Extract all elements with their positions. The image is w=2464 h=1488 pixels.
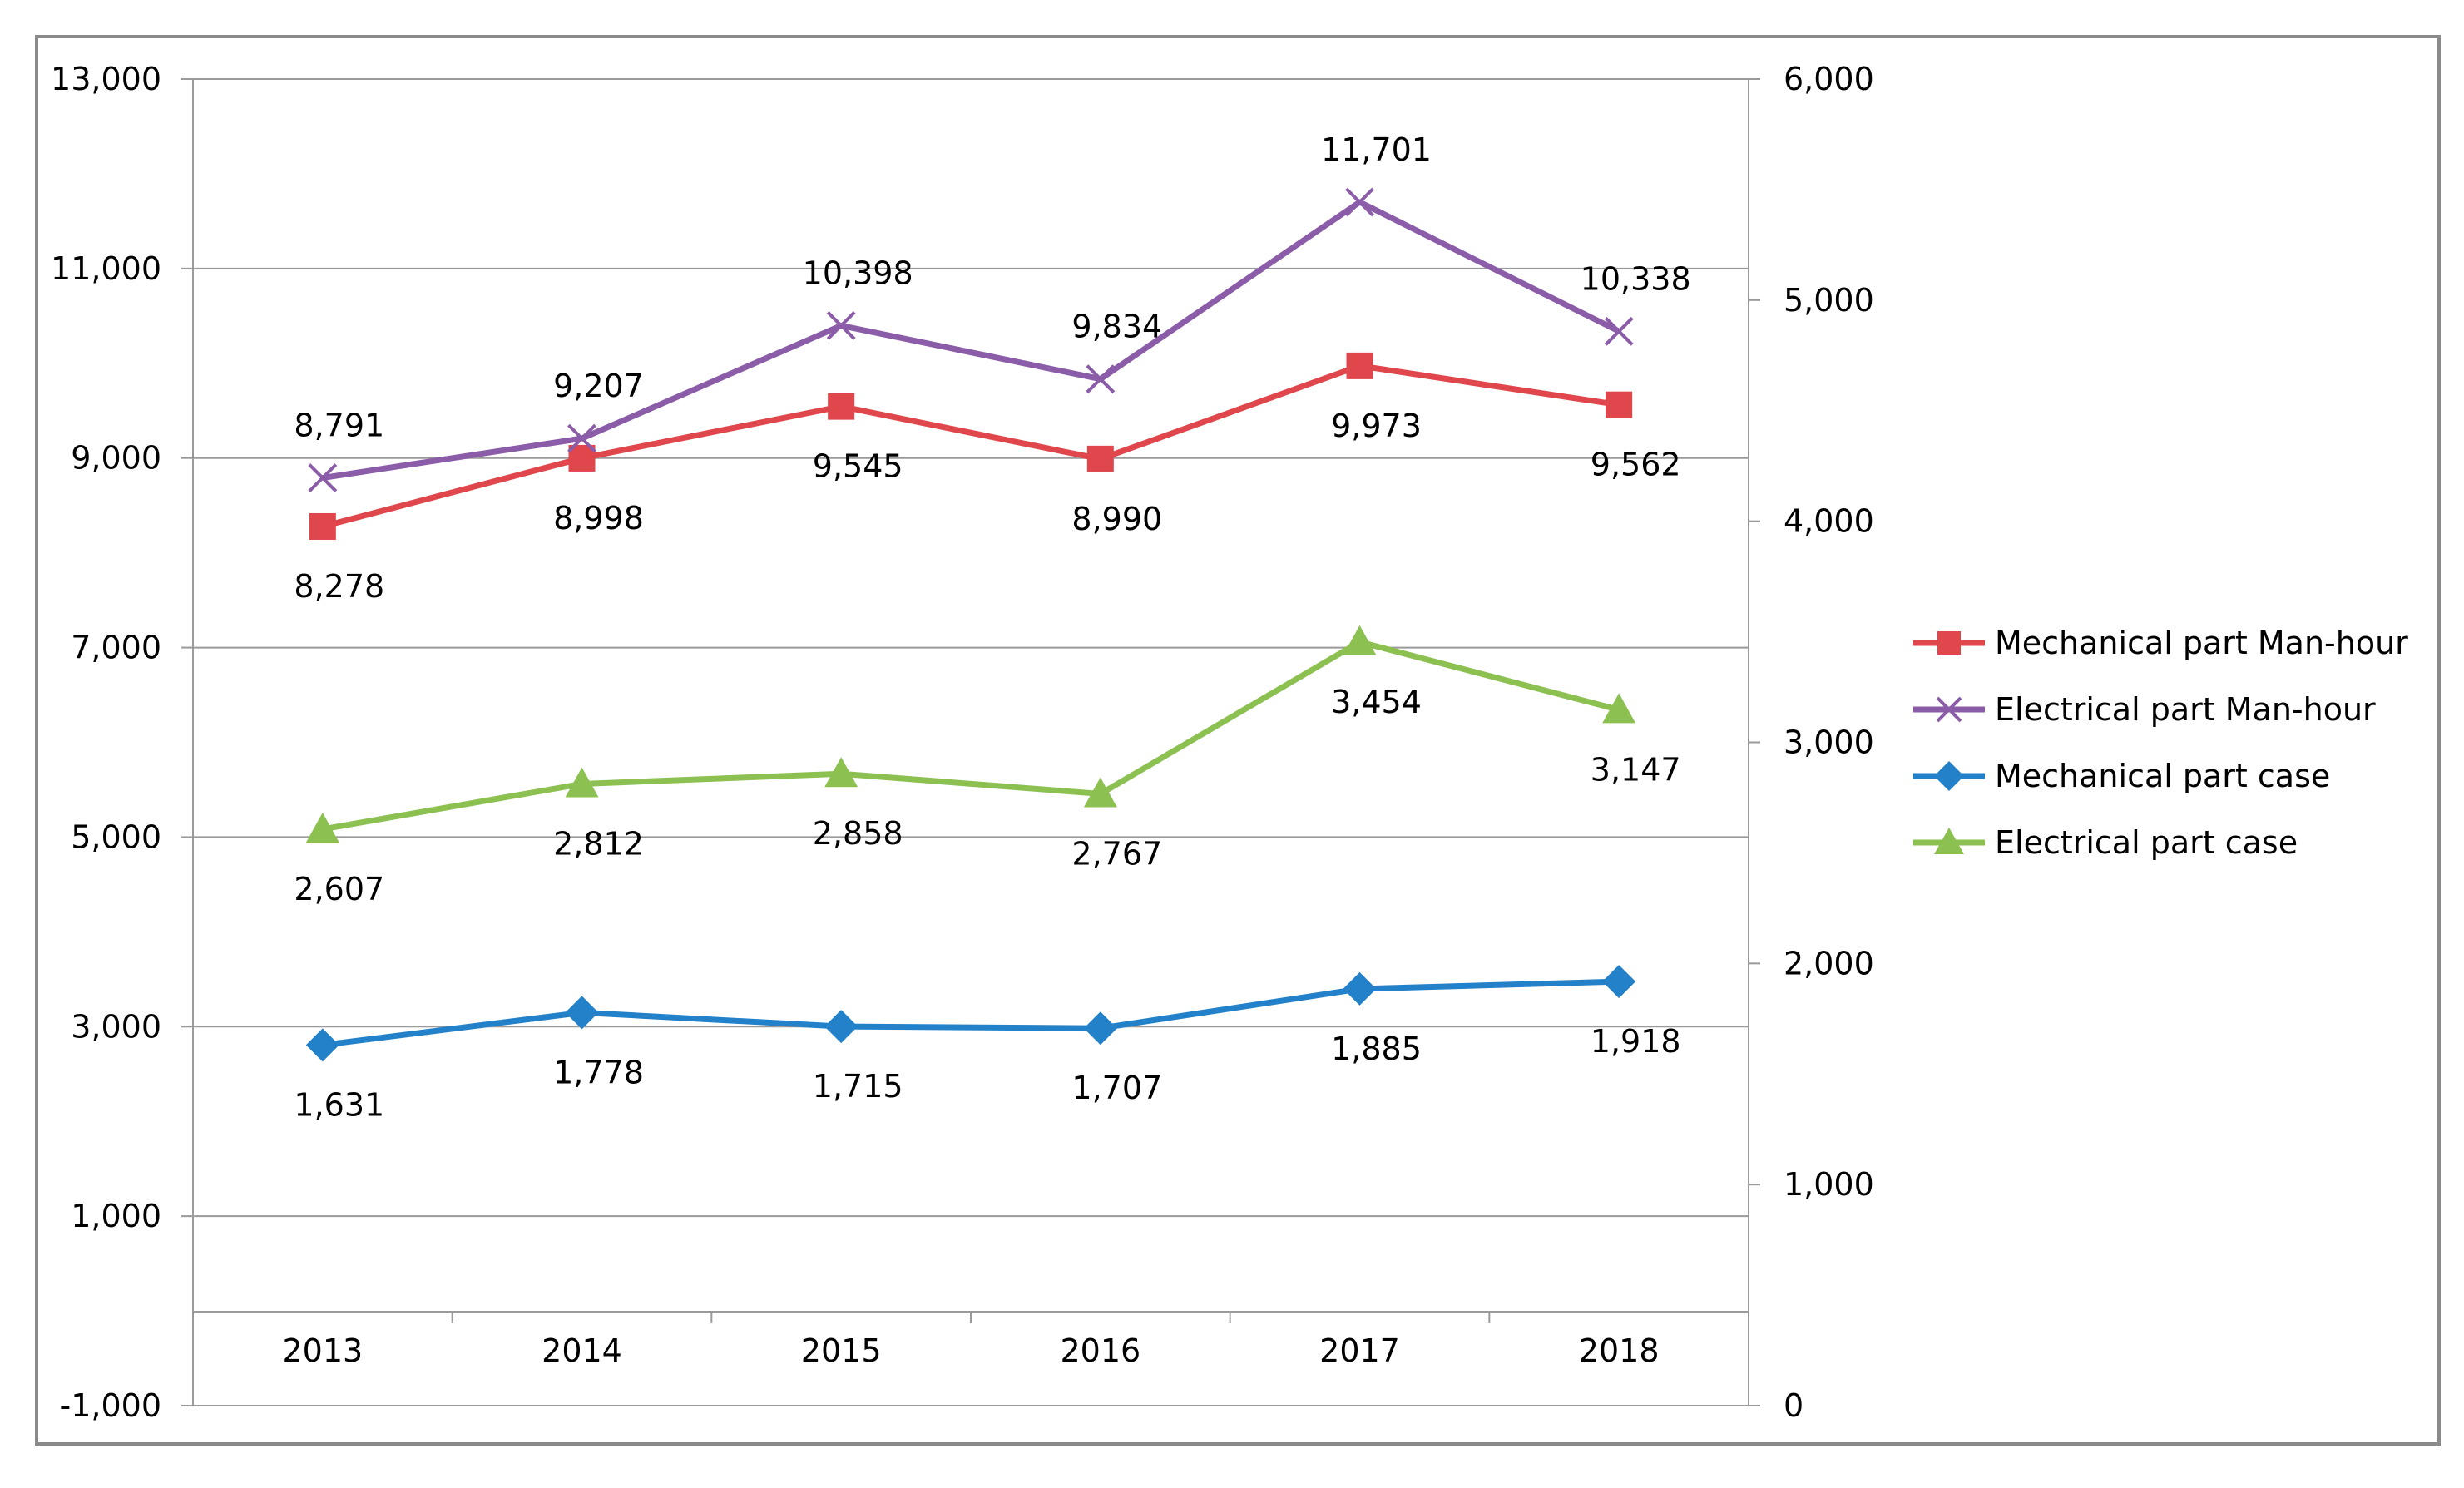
chart-frame (35, 35, 2441, 1446)
series-line-2 (322, 978, 1620, 1048)
y-left-tick-label: 13,000 (51, 61, 161, 97)
data-point-2 (1083, 1011, 1117, 1046)
data-label-0: 9,973 (1331, 408, 1422, 444)
data-point-3 (1602, 693, 1636, 724)
data-point-3 (565, 767, 599, 798)
data-label-0: 8,990 (1071, 501, 1162, 537)
data-label-0: 9,545 (813, 448, 903, 485)
data-label-1: 11,701 (1321, 131, 1432, 168)
y-left-tick-label: 9,000 (71, 440, 161, 477)
data-point-1 (1604, 316, 1634, 346)
y-right-tick-label: 5,000 (1784, 282, 1874, 319)
data-label-1: 8,791 (294, 408, 384, 444)
data-label-3: 3,454 (1331, 684, 1422, 720)
data-label-2: 1,707 (1071, 1070, 1162, 1106)
legend-marker-2 (1934, 761, 1964, 791)
data-point-1 (567, 423, 596, 453)
legend-label-1: Electrical part Man-hour (1995, 691, 2376, 728)
data-point-2 (305, 1028, 339, 1062)
data-label-0: 9,562 (1591, 447, 1681, 483)
data-label-3: 2,858 (813, 815, 903, 852)
y-right-tick-label: 1,000 (1784, 1166, 1874, 1203)
data-label-3: 2,767 (1071, 835, 1162, 872)
y-right-tick-label: 2,000 (1784, 945, 1874, 981)
y-left-tick-label: 7,000 (71, 630, 161, 666)
y-left-tick-label: 11,000 (51, 250, 161, 287)
data-label-1: 9,207 (553, 368, 644, 404)
y-left-tick-label: 1,000 (71, 1198, 161, 1234)
data-label-2: 1,631 (294, 1086, 384, 1123)
legend-label-2: Mechanical part case (1995, 758, 2330, 794)
y-left-tick-label: 3,000 (71, 1008, 161, 1045)
x-tick-label: 2016 (1060, 1332, 1140, 1369)
y-right-tick-label: 0 (1784, 1387, 1803, 1424)
data-point-3 (824, 757, 858, 788)
data-point-0 (1346, 352, 1373, 379)
legend-label-3: Electrical part case (1995, 824, 2298, 861)
legend-marker-1 (1936, 696, 1962, 723)
y-right-tick-label: 3,000 (1784, 724, 1874, 761)
data-point-3 (305, 812, 339, 843)
data-point-1 (1345, 187, 1374, 217)
data-label-2: 1,715 (813, 1068, 903, 1105)
x-tick-label: 2013 (282, 1332, 363, 1369)
x-tick-label: 2015 (801, 1332, 882, 1369)
data-label-0: 8,278 (294, 568, 384, 605)
data-label-1: 10,338 (1581, 260, 1691, 297)
legend-marker-0 (1937, 631, 1961, 655)
series-line-3 (322, 639, 1620, 833)
y-right-tick-label: 6,000 (1784, 61, 1874, 97)
x-tick-label: 2017 (1319, 1332, 1400, 1369)
data-label-2: 1,778 (553, 1054, 644, 1090)
y-left-tick-label: 5,000 (71, 818, 161, 855)
y-right-tick-label: 4,000 (1784, 503, 1874, 540)
data-point-2 (824, 1010, 858, 1044)
data-label-2: 1,885 (1331, 1031, 1422, 1067)
data-point-0 (1086, 445, 1114, 472)
series-line-1 (322, 199, 1620, 481)
data-point-2 (565, 996, 599, 1030)
data-point-2 (1343, 971, 1377, 1006)
data-point-3 (1083, 777, 1117, 808)
data-label-3: 2,607 (294, 871, 384, 907)
data-point-2 (1602, 965, 1636, 999)
data-label-3: 3,147 (1591, 751, 1681, 788)
data-point-3 (1343, 625, 1377, 655)
data-point-0 (1606, 391, 1633, 418)
data-point-1 (1086, 364, 1116, 394)
data-label-2: 1,918 (1591, 1023, 1681, 1060)
legend-label-0: Mechanical part Man-hour (1995, 625, 2408, 661)
data-label-1: 10,398 (803, 255, 913, 291)
data-point-0 (828, 393, 855, 420)
data-label-3: 2,812 (553, 825, 644, 862)
y-left-tick-label: -1,000 (60, 1387, 162, 1424)
series-line-0 (321, 363, 1620, 530)
x-tick-label: 2018 (1579, 1332, 1660, 1369)
x-tick-label: 2014 (542, 1332, 622, 1369)
legend-marker-3 (1934, 828, 1964, 854)
data-point-1 (308, 463, 338, 492)
data-label-1: 9,834 (1071, 309, 1162, 345)
data-point-1 (826, 311, 856, 340)
data-label-0: 8,998 (553, 500, 644, 536)
data-point-0 (309, 512, 336, 540)
